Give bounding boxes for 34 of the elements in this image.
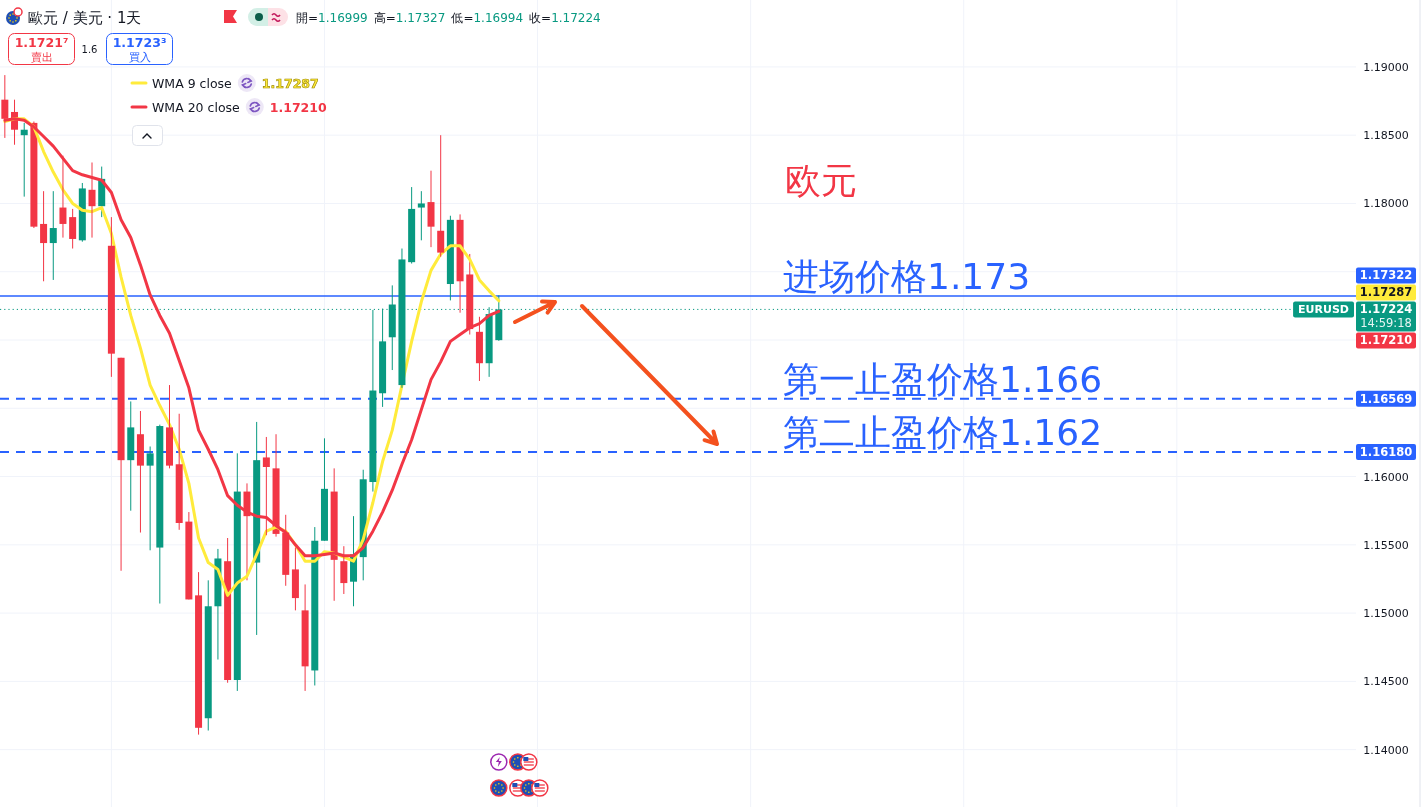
note: 进场价格1.173 [783, 256, 1031, 298]
trade-label: 買入 [128, 51, 151, 64]
price-label-text: 1.17322 [1359, 268, 1413, 283]
ohlc-value: 低=1.16994 [451, 11, 524, 25]
note: 第一止盈价格1.166 [783, 358, 1103, 400]
tick-label: 1.18000 [1363, 197, 1409, 211]
price-label-text: 1.16569 [1359, 391, 1413, 406]
spread: 1.6 [81, 44, 98, 55]
legend-label: WMA 20 close [152, 99, 240, 115]
price-label-text: 1.17287 [1359, 285, 1413, 300]
trade-price: 1.1723³ [112, 35, 167, 50]
ohlc-value: 開=1.16999 [296, 11, 368, 25]
title: 歐元 / 美元 · 1天 [28, 9, 142, 27]
tick-label: 1.15000 [1363, 607, 1409, 621]
tick-label: 1.19000 [1363, 60, 1409, 74]
trade-price: 1.1721⁷ [14, 35, 69, 50]
price-label-text: 1.16180 [1359, 444, 1413, 459]
countdown: 14:59:18 [1360, 316, 1412, 331]
note: 欧元 [785, 160, 857, 201]
legend-value: 1.17287 [261, 75, 319, 91]
legend-value: 1.17210 [269, 99, 327, 115]
price-label-text: 1.17210 [1359, 333, 1413, 348]
price-label-text: 1.17224 [1359, 302, 1413, 317]
symbol-tag-text: EURUSD [1298, 303, 1349, 317]
ohlc-value: 收=1.17224 [529, 11, 601, 25]
tick-label: 1.14500 [1363, 675, 1409, 689]
ohlc-value: 高=1.17327 [373, 11, 446, 25]
tick-label: 1.18500 [1363, 129, 1409, 143]
tick-label: 1.15500 [1363, 538, 1409, 552]
note: 第二止盈价格1.162 [783, 411, 1103, 453]
tick-label: 1.14000 [1363, 743, 1409, 757]
tick-label: 1.16000 [1363, 470, 1409, 484]
trade-label: 賣出 [30, 51, 53, 64]
legend-label: WMA 9 close [152, 75, 232, 91]
